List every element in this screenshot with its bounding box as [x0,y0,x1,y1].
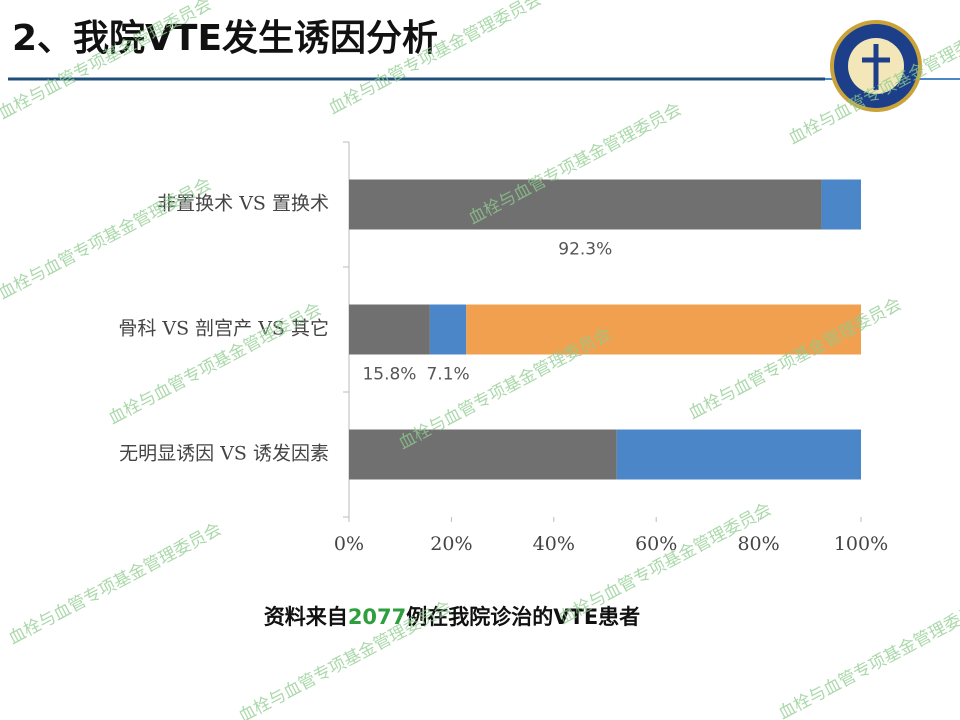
logo [830,20,922,112]
bar-segment [349,429,617,480]
caption: 资料来自2077例在我院诊治的VTE患者 [264,605,640,629]
data-label: 92.3% [558,240,612,260]
y-tick-label: 非置换术 VS 置换术 [157,193,329,215]
data-label: 15.8% [362,365,416,385]
y-tick-label: 骨科 VS 剖宫产 VS 其它 [118,318,329,340]
bar-segment [349,179,822,230]
bar-segment [429,304,467,355]
caption-prefix: 资料来自 [264,605,348,629]
slide-title: 2、我院VTE发生诱因分析 [12,18,438,59]
x-tick-label: 20% [430,533,472,555]
bar-segment [466,304,861,355]
bar-segment [349,304,430,355]
caption-number: 2077 [348,605,406,629]
watermark: 血栓与血管专项基金管理委员会 [555,499,775,628]
x-tick-label: 80% [737,533,779,555]
bar-segment [616,429,861,480]
watermark: 血栓与血管专项基金管理委员会 [0,174,215,303]
x-tick-label: 40% [533,533,575,555]
bar-segment [821,179,861,230]
x-tick-label: 100% [834,533,888,555]
chart: 0% 20% 40% 60% 80% 100% 非置换术 VS 置换术 92.3% 骨科 VS … [118,141,888,555]
x-tick-label: 0% [334,533,364,555]
y-tick-label: 无明显诱因 VS 诱发因素 [119,443,329,465]
data-label: 7.1% [426,365,469,385]
x-tick-label: 60% [635,533,677,555]
watermark: 血栓与血管专项基金管理委员会 [775,594,960,720]
caption-suffix: 例在我院诊治的VTE患者 [406,605,640,629]
watermark: 血栓与血管专项基金管理委员会 [5,519,225,648]
